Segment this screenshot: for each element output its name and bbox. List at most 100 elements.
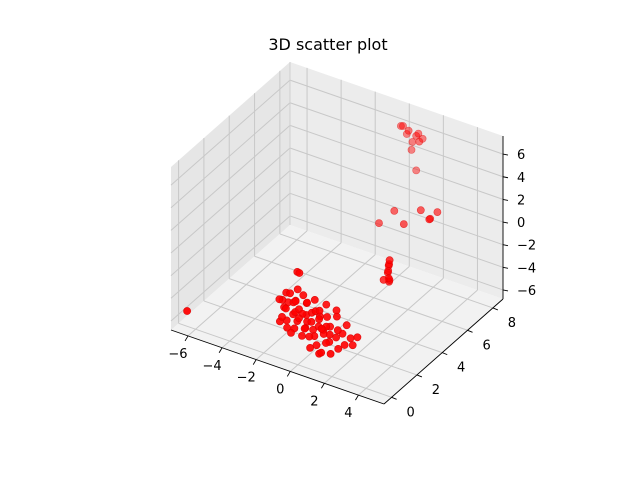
z-tick-mark <box>502 266 509 269</box>
grid-line-y-floor <box>178 322 392 398</box>
data-point <box>291 297 300 306</box>
x-tick-label: −2 <box>237 371 256 386</box>
x-tick-label: 2 <box>310 394 318 409</box>
x-tick-mark <box>320 383 325 389</box>
data-points <box>183 122 442 358</box>
data-point <box>412 166 421 175</box>
grid-line-x-floor <box>255 254 376 360</box>
grid-line-x-floor <box>187 230 308 337</box>
axis-lines <box>170 136 509 405</box>
z-tick-mark <box>502 244 509 247</box>
y-tick-label: 4 <box>457 361 465 376</box>
data-point <box>323 313 331 321</box>
x-tick-mark <box>286 371 291 377</box>
data-point <box>404 126 413 135</box>
data-point <box>425 215 434 224</box>
x-tick-mark <box>218 347 223 353</box>
data-point <box>402 130 411 138</box>
grid-lines <box>170 62 504 398</box>
data-point <box>433 208 442 216</box>
grid-line-z-left <box>170 147 291 254</box>
data-point <box>379 275 388 284</box>
z-tick-label: −4 <box>517 261 536 276</box>
z-tick-mark <box>502 198 509 201</box>
data-point <box>310 295 319 304</box>
data-point <box>303 298 311 307</box>
grid-line-z-left <box>170 125 291 231</box>
x-tick-label: −4 <box>203 359 222 374</box>
data-point <box>399 220 408 228</box>
data-point <box>326 349 335 358</box>
data-point <box>390 206 399 215</box>
z-tick-label: 6 <box>517 148 525 163</box>
data-point <box>414 129 423 138</box>
grid-line-z-left <box>170 79 291 186</box>
grid-line-z-left <box>170 192 291 299</box>
y-tick-mark <box>492 307 499 311</box>
grid-line-y-floor <box>254 255 468 331</box>
y-tick-label: 2 <box>432 383 440 398</box>
grid-line-z-back <box>289 170 504 246</box>
y-tick-mark <box>467 329 473 333</box>
z-tick-mark <box>502 153 509 156</box>
data-point <box>315 306 324 315</box>
data-point <box>293 285 302 294</box>
data-point <box>346 334 355 343</box>
grid-line-z-left <box>170 102 291 209</box>
data-point <box>416 206 425 215</box>
data-point <box>342 321 351 330</box>
data-point <box>325 330 334 339</box>
data-point <box>278 312 286 321</box>
x-axis-line <box>170 329 385 405</box>
data-point <box>295 314 303 323</box>
data-point <box>307 317 316 326</box>
axis-panes <box>171 62 503 404</box>
data-point <box>317 324 326 333</box>
grid-line-x-floor <box>324 277 444 384</box>
z-tick-label: 2 <box>517 193 525 208</box>
data-point <box>333 326 342 335</box>
grid-line-x-floor <box>358 289 478 396</box>
y-tick-mark <box>442 352 448 356</box>
data-point <box>315 315 323 324</box>
data-point <box>275 295 284 304</box>
grid-line-z-back <box>289 79 504 155</box>
y-tick-label: 0 <box>406 405 414 420</box>
y-tick-mark <box>416 374 423 378</box>
grid-line-z-back <box>289 147 504 223</box>
data-point <box>353 333 362 342</box>
data-point <box>385 256 394 265</box>
data-point <box>322 300 331 309</box>
grid-line-z-left <box>170 170 291 277</box>
data-point <box>317 348 326 357</box>
data-point <box>399 122 407 130</box>
z-tick-label: −6 <box>517 284 536 299</box>
data-point <box>415 137 424 146</box>
y-axis-line <box>383 298 504 405</box>
data-point <box>305 332 314 341</box>
data-point <box>287 328 295 337</box>
z-tick-mark <box>502 221 509 224</box>
data-point <box>340 341 349 349</box>
z-tick-mark <box>502 176 509 179</box>
x-tick-mark <box>252 359 257 365</box>
y-tick-label: 6 <box>482 338 490 353</box>
data-point <box>299 291 308 300</box>
y-tick-mark <box>391 396 397 400</box>
data-point <box>348 341 357 350</box>
data-point <box>321 339 330 347</box>
data-point <box>334 344 343 353</box>
z-tick-label: −2 <box>517 239 536 254</box>
data-point <box>396 122 405 130</box>
data-point <box>183 307 191 315</box>
grid-line-z-left <box>170 215 291 322</box>
data-point <box>407 145 416 154</box>
x-tick-label: 4 <box>344 406 352 421</box>
grid-line-z-back <box>289 102 504 178</box>
data-point <box>295 269 304 277</box>
grid-line-z-back <box>289 124 504 200</box>
grid-line-z-back <box>289 192 504 268</box>
z-tick-label: 4 <box>517 171 525 186</box>
data-point <box>286 289 294 298</box>
